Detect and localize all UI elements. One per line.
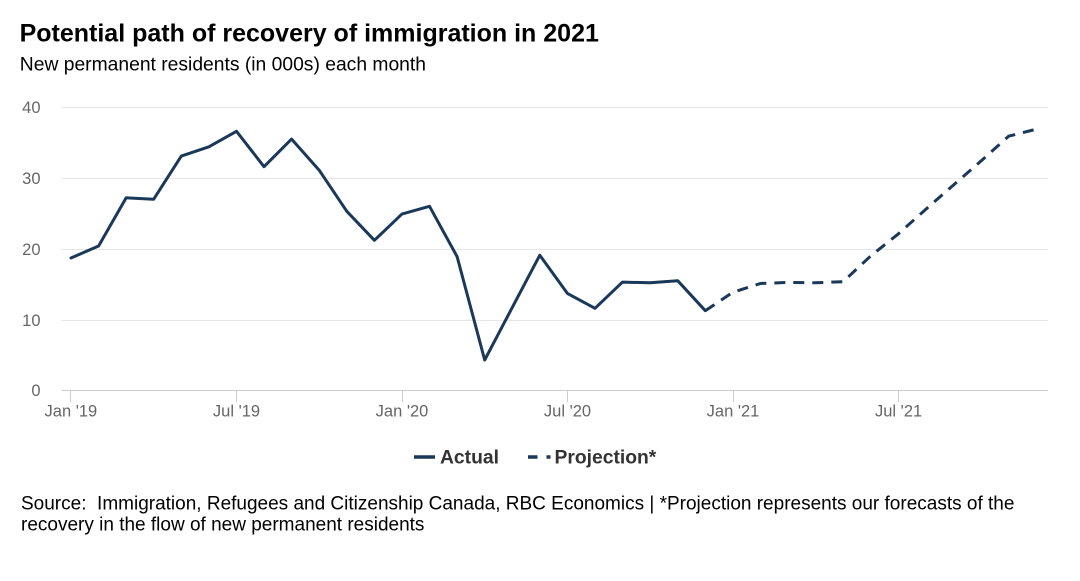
svg-text:Source: Immigration, Refugees: Source: Immigration, Refugees and Citize…: [21, 494, 1014, 515]
svg-text:0: 0: [31, 382, 40, 400]
svg-text:Jan '21: Jan '21: [707, 403, 760, 421]
svg-text:Jan '19: Jan '19: [45, 403, 98, 421]
svg-text:40: 40: [22, 99, 40, 117]
svg-text:10: 10: [22, 312, 40, 330]
svg-text:Jan '20: Jan '20: [376, 403, 429, 421]
svg-text:Actual: Actual: [440, 448, 499, 469]
svg-text:New permanent residents (in 00: New permanent residents (in 000s) each m…: [20, 55, 426, 76]
svg-text:Jul '19: Jul '19: [213, 403, 260, 421]
svg-text:recovery in the flow of new pe: recovery in the flow of new permanent re…: [21, 515, 424, 536]
svg-text:Jul '21: Jul '21: [875, 403, 922, 421]
svg-text:Potential path of recovery of: Potential path of recovery of immigratio…: [20, 19, 599, 47]
svg-text:20: 20: [22, 241, 40, 259]
svg-text:Jul '20: Jul '20: [544, 403, 591, 421]
svg-text:Projection*: Projection*: [555, 448, 657, 469]
svg-text:30: 30: [22, 170, 40, 188]
